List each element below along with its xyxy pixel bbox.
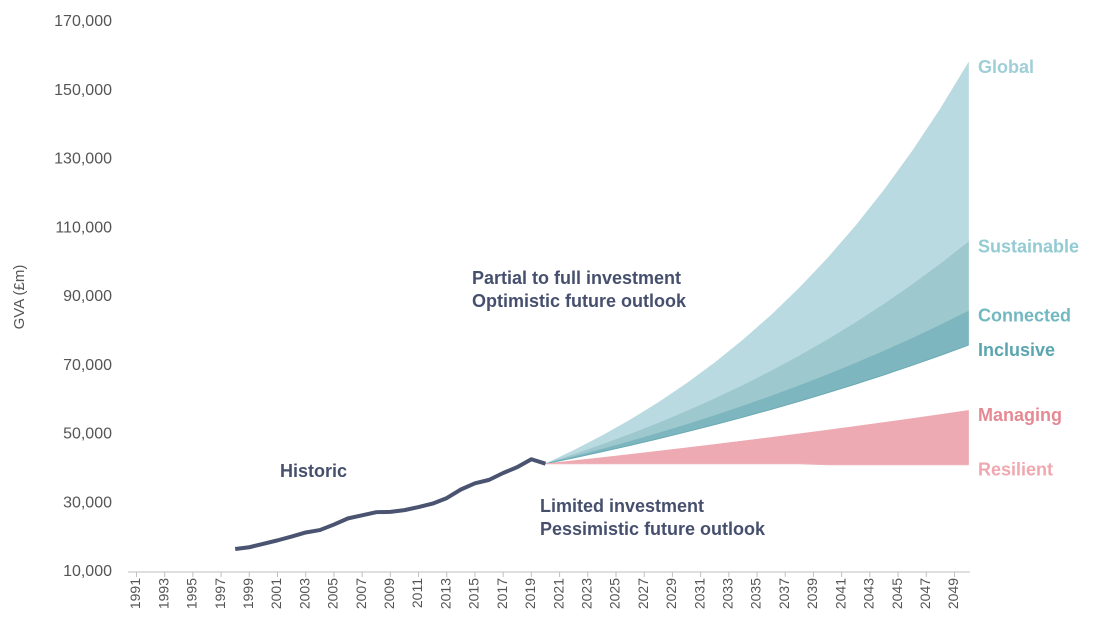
x-tick-label: 2019	[522, 578, 538, 609]
x-tick-label: 2015	[466, 578, 482, 609]
x-tick-label: 2021	[550, 578, 566, 609]
y-tick-label: 130,000	[54, 151, 112, 168]
x-tick-label: 2029	[663, 578, 679, 609]
x-tick-label: 2049	[945, 578, 961, 609]
x-tick-label: 2007	[353, 578, 369, 609]
x-tick-label: 2011	[409, 578, 425, 608]
y-tick-label: 90,000	[63, 288, 112, 305]
x-tick-label: 1995	[184, 578, 200, 609]
scenario-label: Connected	[978, 306, 1071, 326]
y-tick-label: 170,000	[54, 13, 112, 30]
scenario-label: Managing	[978, 405, 1062, 425]
x-tick-label: 2013	[437, 578, 453, 609]
scenario-label: Sustainable	[978, 237, 1079, 257]
x-tick-label: 1991	[127, 578, 143, 609]
x-tick-label: 1997	[212, 578, 228, 609]
y-tick-label: 10,000	[63, 563, 112, 580]
scenario-line	[545, 463, 969, 466]
x-tick-label: 2023	[578, 578, 594, 609]
x-tick-label: 1993	[155, 578, 171, 609]
y-tick-label: 30,000	[63, 494, 112, 511]
x-tick-label: 2001	[268, 578, 284, 609]
x-tick-label: 2017	[494, 578, 510, 609]
x-tick-label: 2037	[776, 578, 792, 609]
historic-label: Historic	[280, 461, 347, 481]
group-label: Limited investment	[540, 496, 704, 516]
scenario-line	[545, 344, 969, 465]
group-label: Partial to full investment	[472, 268, 681, 288]
x-tick-label: 2035	[748, 578, 764, 609]
group-label: Optimistic future outlook	[472, 291, 687, 311]
y-axis-label: GVA (£m)	[11, 265, 28, 330]
y-tick-label: 110,000	[55, 219, 112, 236]
scenario-label: Global	[978, 57, 1034, 77]
scenario-label: Resilient	[978, 460, 1053, 480]
x-tick-label: 2009	[381, 578, 397, 609]
x-tick-label: 2003	[296, 578, 312, 609]
x-tick-label: 1999	[240, 578, 256, 609]
x-tick-label: 2047	[917, 578, 933, 609]
x-tick-label: 2031	[691, 578, 707, 609]
x-tick-label: 2043	[861, 578, 877, 609]
x-tick-label: 2025	[607, 578, 623, 609]
group-label: Pessimistic future outlook	[540, 519, 766, 539]
y-tick-label: 150,000	[54, 82, 112, 99]
y-tick-label: 50,000	[63, 426, 112, 443]
scenario-label: Inclusive	[978, 340, 1055, 360]
x-tick-label: 2005	[325, 578, 341, 609]
historic-line	[234, 457, 547, 551]
x-tick-label: 2039	[804, 578, 820, 609]
y-tick-label: 70,000	[63, 357, 112, 374]
x-tick-label: 2041	[832, 578, 848, 609]
x-tick-label: 2033	[720, 578, 736, 609]
x-tick-label: 2045	[889, 578, 905, 609]
x-tick-label: 2027	[635, 578, 651, 609]
